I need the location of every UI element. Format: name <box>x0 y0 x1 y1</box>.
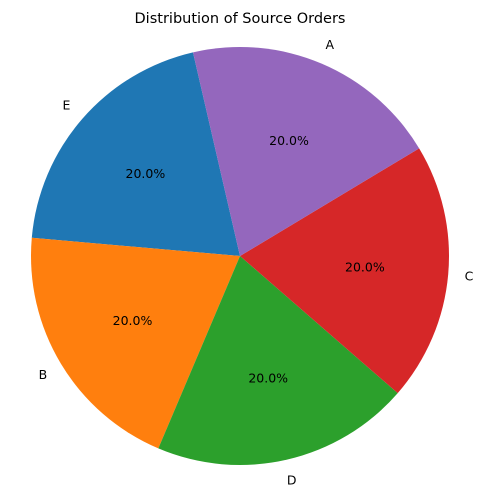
pie-slices <box>31 47 449 466</box>
slice-label-e: E <box>63 98 71 113</box>
chart-title: Distribution of Source Orders <box>135 11 346 27</box>
slice-label-b: B <box>39 367 48 382</box>
slice-percent-e: 20.0% <box>126 166 166 181</box>
pie-slice-e <box>31 52 240 256</box>
slice-label-a: A <box>326 37 335 52</box>
pie-slice-a <box>192 47 420 256</box>
slice-label-d: D <box>287 473 297 488</box>
pie-slice-d <box>158 256 398 466</box>
pie-slice-b <box>31 237 240 449</box>
slice-percent-c: 20.0% <box>345 259 385 274</box>
pie-labels: E 20.0% B 20.0% D 20.0% C 20.0% A 20.0% <box>39 37 474 488</box>
slice-percent-a: 20.0% <box>269 133 309 148</box>
slice-percent-d: 20.0% <box>248 371 288 386</box>
slice-percent-b: 20.0% <box>113 313 153 328</box>
slice-label-c: C <box>465 269 474 284</box>
pie-slice-c <box>240 148 449 394</box>
